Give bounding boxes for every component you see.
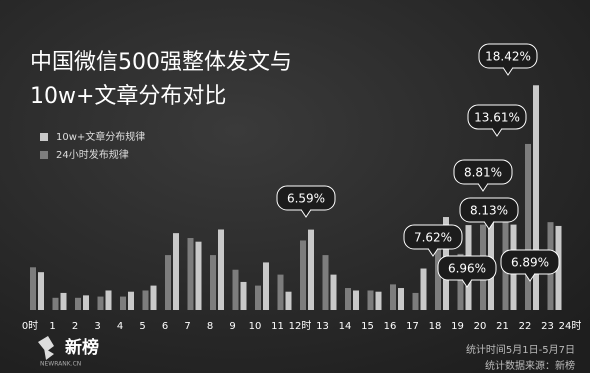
callout-pointer <box>427 248 439 257</box>
bar <box>435 244 441 310</box>
bar <box>210 255 216 310</box>
x-tick-label: 23 <box>541 321 554 332</box>
bar <box>285 291 292 310</box>
logo-icon <box>38 336 54 360</box>
bar <box>525 143 531 310</box>
bar <box>390 284 396 310</box>
bar <box>412 292 419 310</box>
legend-label: 10w+文章分布规律 <box>56 130 145 143</box>
x-tick-label: 14 <box>339 321 352 332</box>
bar <box>218 229 224 310</box>
bar <box>345 288 351 310</box>
data-label: 13.61% <box>474 111 520 125</box>
x-tick-label: 1 <box>49 321 55 332</box>
source-text: 统计时间5月1日-5月7日 <box>466 343 575 356</box>
data-label: 6.89% <box>511 256 549 270</box>
callout-pointer <box>461 279 473 288</box>
data-label: 6.59% <box>287 192 325 206</box>
x-tick-label: 22 <box>519 321 532 332</box>
bar <box>38 272 44 310</box>
x-tick-label: 16 <box>384 321 397 332</box>
bar <box>330 274 337 310</box>
x-tick-label: 19 <box>451 321 464 332</box>
source-text: 统计数据来源：新榜 <box>485 359 575 372</box>
x-tick-label: 13 <box>316 321 329 332</box>
legend-label: 24小时发布规律 <box>56 148 129 161</box>
bar <box>457 253 464 310</box>
bar <box>30 267 36 310</box>
x-tick-label: 20 <box>474 321 487 332</box>
bar <box>398 288 404 310</box>
bar <box>533 85 539 310</box>
x-tick-label: 18 <box>429 321 442 332</box>
x-tick-label: 9 <box>229 321 235 332</box>
bar <box>97 296 104 310</box>
x-tick-label: 3 <box>94 321 100 332</box>
bar <box>375 291 382 310</box>
bar <box>255 285 261 310</box>
legend-swatch <box>40 133 48 141</box>
data-label: 6.96% <box>448 262 486 276</box>
bar <box>488 202 494 310</box>
logo-name: 新榜 <box>65 337 99 358</box>
x-tick-label: 21 <box>496 321 509 332</box>
callout-pointer <box>491 128 503 137</box>
callout-pointer <box>483 221 495 230</box>
bar <box>128 291 134 310</box>
x-tick-label: 7 <box>184 321 190 332</box>
bar <box>187 238 194 310</box>
x-tick-label: 12时 <box>289 320 312 332</box>
bar <box>165 255 171 310</box>
bar <box>142 290 149 310</box>
data-label: 18.42% <box>485 50 531 64</box>
bar <box>75 297 81 310</box>
x-tick-label: 2 <box>72 321 78 332</box>
x-tick-label: 10 <box>249 321 262 332</box>
bar <box>277 274 284 310</box>
bar <box>353 290 359 310</box>
bar <box>60 292 67 310</box>
bar <box>263 262 269 310</box>
bar <box>105 290 112 310</box>
legend-swatch <box>40 151 48 159</box>
bar <box>300 240 306 310</box>
bar <box>240 281 247 310</box>
bar <box>83 295 89 310</box>
data-label: 8.13% <box>470 204 508 218</box>
bar <box>322 255 329 310</box>
bar <box>52 297 59 310</box>
chart-title: 10w+文章分布对比 <box>30 84 226 109</box>
callout-pointer <box>300 209 312 218</box>
bar <box>232 269 239 310</box>
x-tick-label: 17 <box>406 321 419 332</box>
x-tick-label: 24时 <box>559 320 582 332</box>
bar <box>195 241 202 310</box>
data-label: 8.81% <box>464 166 502 180</box>
bar <box>173 233 179 310</box>
x-tick-label: 6 <box>162 321 168 332</box>
x-tick-label: 5 <box>139 321 145 332</box>
data-label: 7.62% <box>414 231 452 245</box>
bar <box>420 268 427 310</box>
callout-pointer <box>477 183 489 192</box>
x-tick-label: 8 <box>207 321 213 332</box>
bar <box>308 229 314 310</box>
logo-site: NEWRANK.CN <box>40 361 81 368</box>
x-tick-label: 11 <box>271 321 284 332</box>
x-tick-label: 4 <box>117 321 123 332</box>
x-tick-label: 15 <box>361 321 374 332</box>
callout-pointer <box>502 67 514 76</box>
bar <box>120 296 126 310</box>
callout-pointer <box>524 273 536 282</box>
bar <box>367 290 374 310</box>
bar <box>150 285 157 310</box>
chart-title: 中国微信500强整体发文与 <box>30 50 292 75</box>
x-tick-label: 0时 <box>22 320 38 332</box>
